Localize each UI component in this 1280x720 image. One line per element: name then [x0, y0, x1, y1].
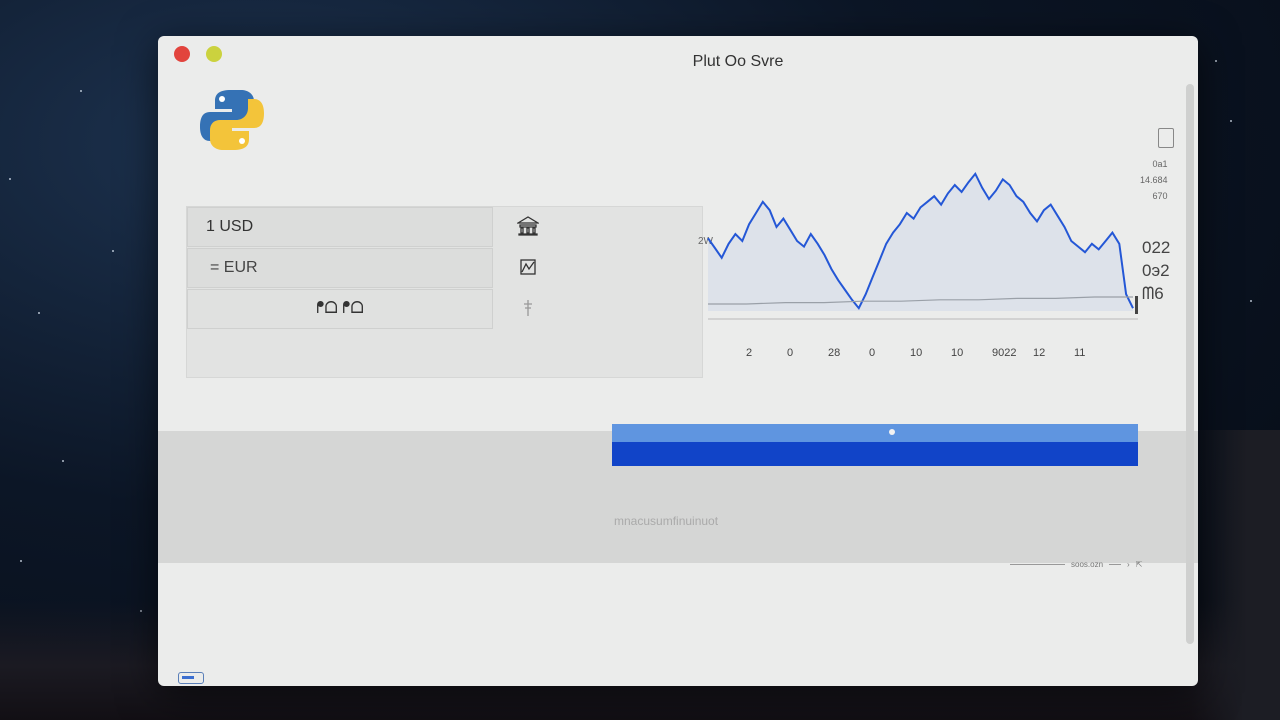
info-line: 670	[1152, 191, 1168, 201]
info-line: 14.684	[1140, 175, 1168, 185]
chart-lines	[707, 171, 1134, 311]
x-tick-label: 10	[951, 347, 963, 359]
range-slider[interactable]	[612, 424, 1138, 466]
series-area	[708, 173, 1133, 311]
y-axis-label: 2W	[698, 236, 714, 247]
rate-value: 0э2	[1142, 261, 1170, 280]
title-bar: Plut Oo Svre	[158, 36, 1198, 76]
info-line: 0a1	[1152, 159, 1168, 169]
x-tick-label: 12	[1033, 347, 1045, 359]
x-tick-label: 11	[1074, 347, 1085, 359]
footer-text: soos.ozn	[1071, 560, 1104, 569]
rate-values: 022 0э2 ᗰ6	[1142, 236, 1170, 305]
divider	[1109, 564, 1122, 565]
x-tick-label: 9022	[992, 347, 1016, 359]
x-tick-label: 0	[787, 347, 793, 359]
minimize-button[interactable]	[206, 46, 222, 62]
document-icon[interactable]	[1158, 128, 1174, 148]
chart-info: 0a1 14.684 670	[1140, 156, 1168, 204]
scrollbar[interactable]	[1186, 84, 1194, 644]
slider-handle[interactable]	[889, 429, 895, 435]
close-button[interactable]	[174, 46, 190, 62]
python-logo-icon	[200, 90, 264, 150]
bank-icon[interactable]	[493, 207, 563, 245]
exchange-rate-chart[interactable]: 2W 2 0 28 0 10 10 9022 12 11	[698, 126, 1178, 376]
next-arrow-icon[interactable]: ›	[1127, 560, 1130, 569]
x-tick-label: 10	[910, 347, 922, 359]
rate-value: ᗰ6	[1142, 284, 1164, 303]
action-button[interactable]: ᖰᗝ ᖰᗝ	[187, 289, 493, 329]
caption-text: mnacusumfinuinuot	[614, 514, 719, 528]
x-tick-label: 2	[746, 347, 752, 359]
rate-value: 022	[1142, 238, 1171, 257]
divider	[1010, 564, 1065, 565]
series-line-1	[707, 171, 1134, 311]
chart-area	[708, 173, 1133, 311]
expand-icon[interactable]: ⇱	[1135, 560, 1143, 569]
footer-bar: soos.ozn › ⇱	[1010, 560, 1142, 569]
status-toggle-icon[interactable]	[178, 672, 204, 684]
x-tick-label: 28	[828, 347, 840, 359]
x-tick-label: 0	[869, 347, 875, 359]
x-axis-ticks: 2 0 28 0 10 10 9022 12 11	[746, 347, 1085, 359]
converter-panel: 1 USD = EUR ᖰᗝ ᖰᗝ	[186, 206, 703, 378]
tree-silhouette-right	[1190, 430, 1280, 720]
app-window: Plut Oo Svre 1 USD = EUR ᖰᗝ ᖰᗝ 2W 2 0 28 0 1…	[158, 36, 1198, 686]
amount-field[interactable]: 1 USD	[187, 207, 493, 247]
chart-cursor	[1135, 296, 1138, 314]
series-line-2	[708, 296, 1133, 305]
result-field[interactable]: = EUR	[187, 248, 493, 288]
chart-icon[interactable]	[493, 248, 563, 286]
window-title: Plut Oo Svre	[692, 53, 784, 70]
slider-track	[612, 424, 1138, 442]
pin-icon[interactable]	[493, 289, 563, 327]
